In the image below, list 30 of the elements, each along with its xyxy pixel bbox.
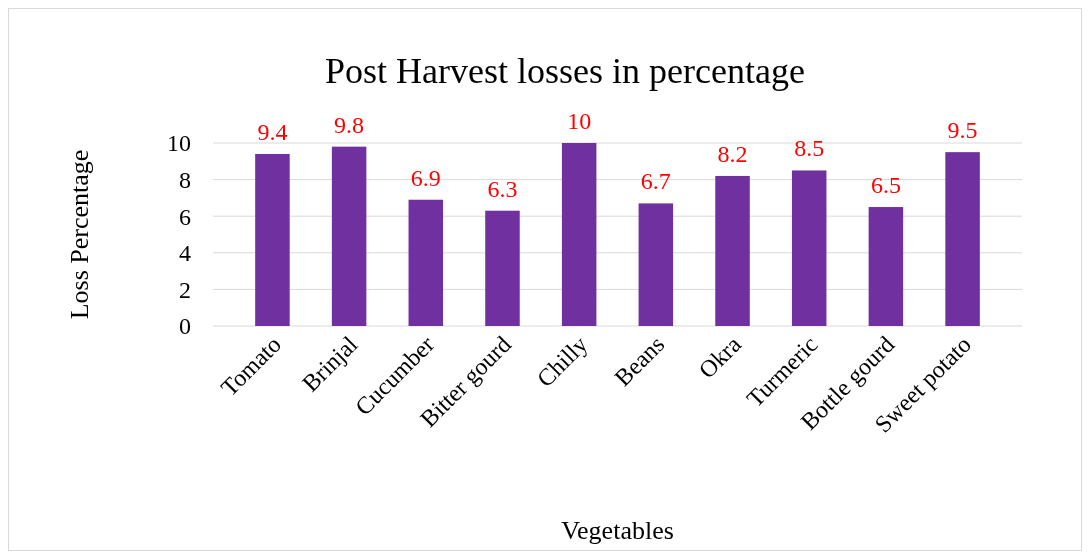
x-axis-title: Vegetables (561, 516, 674, 545)
bar (638, 203, 674, 326)
data-label: 6.9 (410, 164, 441, 191)
bar (868, 207, 904, 326)
data-label: 9.8 (334, 111, 365, 138)
y-tick-label: 2 (179, 276, 191, 303)
y-axis-title: Loss Percentage (65, 149, 94, 320)
data-label: 6.3 (487, 175, 518, 202)
bar (561, 143, 597, 326)
data-label: 9.4 (257, 118, 288, 145)
y-tick-label: 6 (179, 203, 191, 230)
y-tick-label: 10 (167, 130, 191, 157)
bar (791, 170, 827, 326)
chart-title: Post Harvest losses in percentage (325, 51, 805, 91)
y-tick-label: 8 (179, 167, 191, 193)
data-label: 8.5 (794, 135, 825, 162)
data-label: 9.5 (947, 117, 978, 144)
data-label: 10 (567, 108, 592, 134)
data-label: 6.7 (640, 168, 671, 195)
x-tick-label: Okra (693, 330, 747, 384)
data-label: 8.2 (717, 140, 748, 167)
y-tick-label: 4 (179, 240, 191, 267)
bar (945, 152, 980, 326)
bar (331, 146, 367, 326)
y-tick-label: 0 (179, 313, 191, 340)
bar (485, 210, 520, 326)
bar (715, 175, 750, 326)
data-label: 6.5 (870, 172, 901, 199)
bar (408, 199, 444, 326)
bar (255, 153, 290, 326)
